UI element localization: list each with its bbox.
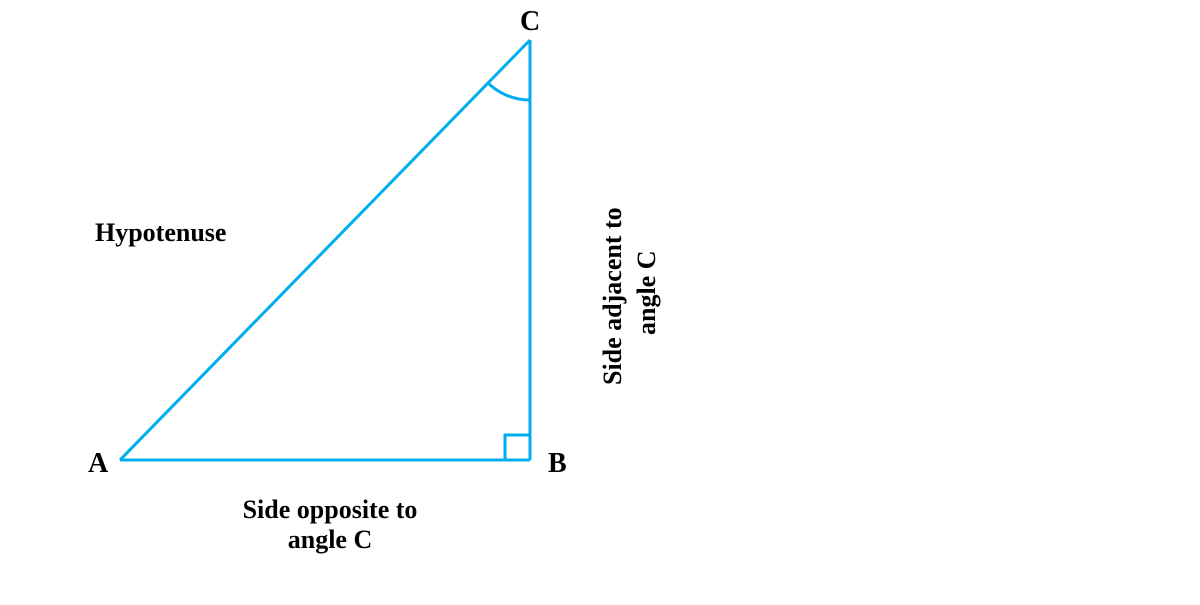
right-angle-marker (505, 435, 530, 460)
adjacent-label-line2: angle C (632, 251, 662, 336)
opposite-label-line1: Side opposite to (180, 495, 480, 525)
triangle-diagram: A B C Hypotenuse Side adjacent to angle … (0, 0, 1200, 600)
vertex-label-c: C (520, 6, 540, 38)
opposite-label: Side opposite to angle C (180, 495, 480, 555)
opposite-label-line2: angle C (180, 525, 480, 555)
side-ac-hypotenuse (120, 40, 530, 460)
adjacent-label-line1: Side adjacent to (598, 207, 628, 385)
hypotenuse-label: Hypotenuse (95, 218, 226, 248)
angle-c-arc (488, 83, 530, 100)
vertex-label-b: B (548, 448, 567, 480)
vertex-label-a: A (88, 448, 108, 480)
